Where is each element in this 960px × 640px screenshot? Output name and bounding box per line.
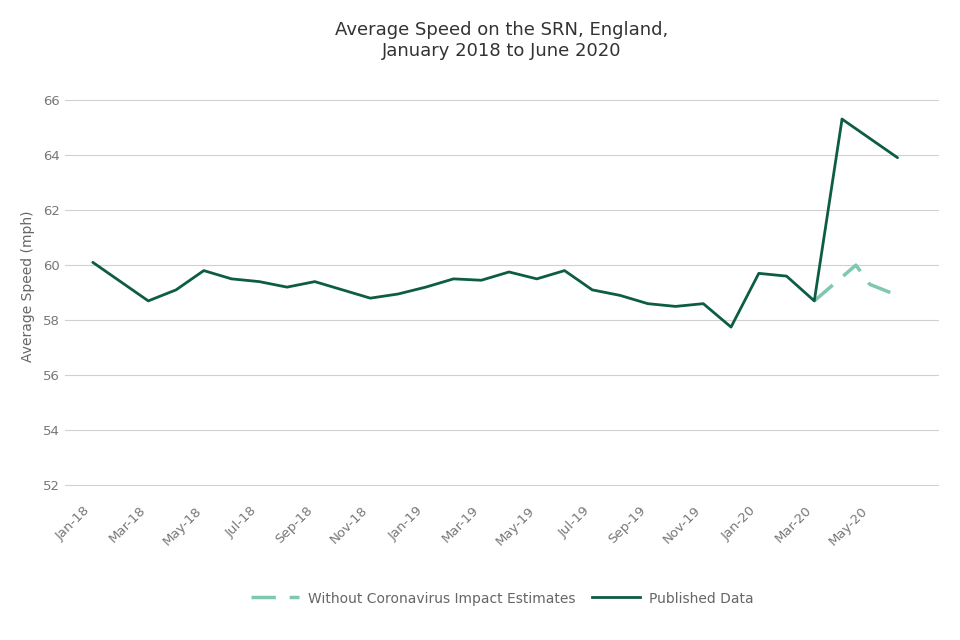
Title: Average Speed on the SRN, England,
January 2018 to June 2020: Average Speed on the SRN, England, Janua… — [335, 21, 669, 60]
Y-axis label: Average Speed (mph): Average Speed (mph) — [21, 210, 35, 362]
Legend: Without Coronavirus Impact Estimates, Published Data: Without Coronavirus Impact Estimates, Pu… — [245, 586, 759, 612]
